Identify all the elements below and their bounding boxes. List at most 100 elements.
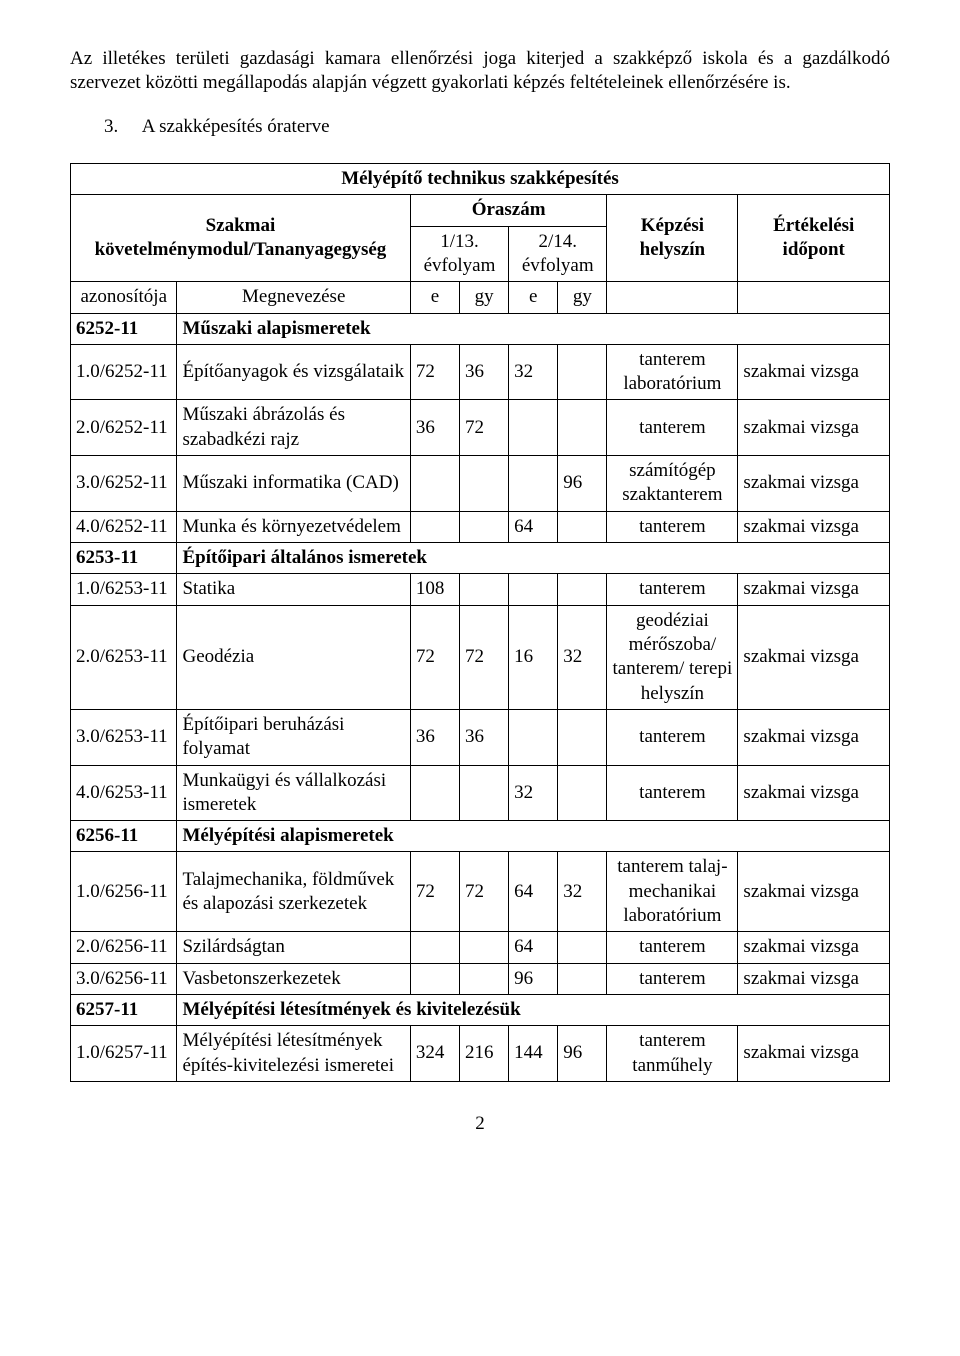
cell-megnevezese: Műszaki ábrázolás és szabadkézi rajz [177,400,410,456]
cell-megnevezese: Építőanyagok és vizsgálataik [177,344,410,400]
cell-gy1: 72 [460,605,509,709]
cell-gy1: 72 [460,400,509,456]
cell-helyszin: számítógép szaktanterem [607,456,738,512]
table-section-row: 6252-11Műszaki alapismeretek [71,313,890,344]
cell-section-name: Mélyépítési alapismeretek [177,821,890,852]
cell-section-name: Építőipari általános ismeretek [177,543,890,574]
table-data-row: 4.0/6252-11Munka és környezetvédelem64ta… [71,511,890,542]
cell-ertekeles: szakmai vizsga [738,932,890,963]
cell-helyszin: tanterem laboratórium [607,344,738,400]
cell-azonosito: 2.0/6253-11 [71,605,177,709]
cell-e1: 72 [410,605,459,709]
table-data-row: 3.0/6256-11Vasbetonszerkezetek96tanterem… [71,963,890,994]
cell-gy2 [558,709,607,765]
cell-azonosito: 1.0/6256-11 [71,852,177,932]
header-gy1: gy [460,282,509,313]
cell-azonosito: 1.0/6252-11 [71,344,177,400]
cell-gy1 [460,511,509,542]
cell-gy2: 32 [558,852,607,932]
table-section-row: 6257-11Mélyépítési létesítmények és kivi… [71,995,890,1026]
cell-megnevezese: Geodézia [177,605,410,709]
cell-gy2 [558,932,607,963]
cell-gy1: 36 [460,709,509,765]
cell-helyszin: geodéziai mérőszoba/ tanterem/ terepi he… [607,605,738,709]
cell-ertekeles: szakmai vizsga [738,605,890,709]
cell-gy2 [558,344,607,400]
cell-e1: 72 [410,344,459,400]
cell-e1 [410,456,459,512]
cell-azonosito: 2.0/6256-11 [71,932,177,963]
table-data-row: 3.0/6253-11Építőipari beruházási folyama… [71,709,890,765]
cell-helyszin: tanterem [607,932,738,963]
cell-megnevezese: Statika [177,574,410,605]
header-e2: e [509,282,558,313]
cell-section-name: Műszaki alapismeretek [177,313,890,344]
table-data-row: 1.0/6257-11Mélyépítési létesítmények épí… [71,1026,890,1082]
header-e1: e [410,282,459,313]
page-number: 2 [70,1112,890,1136]
cell-gy2 [558,765,607,821]
table-data-row: 4.0/6253-11Munkaügyi és vállalkozási ism… [71,765,890,821]
section-number: 3. [104,115,138,139]
cell-e1: 72 [410,852,459,932]
header-evf1: 1/13. évfolyam [410,226,508,282]
cell-megnevezese: Munka és környezetvédelem [177,511,410,542]
cell-e2: 64 [509,511,558,542]
header-azonosito: azonosítója [71,282,177,313]
cell-gy1 [460,574,509,605]
cell-azonosito: 2.0/6252-11 [71,400,177,456]
table-header-row-3: azonosítója Megnevezése e gy e gy [71,282,890,313]
cell-e2 [509,574,558,605]
cell-gy1 [460,456,509,512]
cell-gy1: 36 [460,344,509,400]
table-section-row: 6253-11Építőipari általános ismeretek [71,543,890,574]
cell-gy2: 32 [558,605,607,709]
cell-e2 [509,456,558,512]
cell-e1 [410,963,459,994]
header-blank-ert [738,282,890,313]
cell-azonosito: 6256-11 [71,821,177,852]
cell-e1: 324 [410,1026,459,1082]
cell-azonosito: 4.0/6252-11 [71,511,177,542]
header-kepzesi: Képzési helyszín [607,195,738,282]
cell-ertekeles: szakmai vizsga [738,963,890,994]
cell-e1 [410,932,459,963]
cell-gy2: 96 [558,456,607,512]
cell-gy2 [558,511,607,542]
cell-e1: 36 [410,400,459,456]
cell-section-name: Mélyépítési létesítmények és kivitelezés… [177,995,890,1026]
table-header-row-1: Szakmai követelménymodul/Tananyagegység … [71,195,890,226]
cell-gy2 [558,400,607,456]
cell-ertekeles: szakmai vizsga [738,709,890,765]
cell-gy2 [558,574,607,605]
cell-e1 [410,765,459,821]
cell-e2 [509,709,558,765]
cell-ertekeles: szakmai vizsga [738,765,890,821]
cell-e1 [410,511,459,542]
intro-paragraph: Az illetékes területi gazdasági kamara e… [70,47,890,96]
cell-megnevezese: Műszaki informatika (CAD) [177,456,410,512]
cell-helyszin: tanterem [607,574,738,605]
cell-gy1 [460,765,509,821]
table-data-row: 1.0/6252-11Építőanyagok és vizsgálataik7… [71,344,890,400]
header-evf2: 2/14. évfolyam [509,226,607,282]
cell-gy2 [558,963,607,994]
cell-azonosito: 6257-11 [71,995,177,1026]
cell-megnevezese: Építőipari beruházási folyamat [177,709,410,765]
cell-gy2: 96 [558,1026,607,1082]
cell-megnevezese: Talajmechanika, földművek és alapozási s… [177,852,410,932]
cell-helyszin: tanterem [607,765,738,821]
cell-e2: 144 [509,1026,558,1082]
header-blank-hely [607,282,738,313]
cell-helyszin: tanterem tanműhely [607,1026,738,1082]
table-data-row: 1.0/6253-11Statika108tanteremszakmai viz… [71,574,890,605]
cell-gy1: 216 [460,1026,509,1082]
cell-ertekeles: szakmai vizsga [738,1026,890,1082]
cell-helyszin: tanterem [607,400,738,456]
cell-megnevezese: Munkaügyi és vállalkozási ismeretek [177,765,410,821]
table-title-row: Mélyépítő technikus szakképesítés [71,163,890,194]
cell-e2: 64 [509,932,558,963]
cell-e2: 32 [509,765,558,821]
cell-ertekeles: szakmai vizsga [738,574,890,605]
header-oraszam: Óraszám [410,195,607,226]
